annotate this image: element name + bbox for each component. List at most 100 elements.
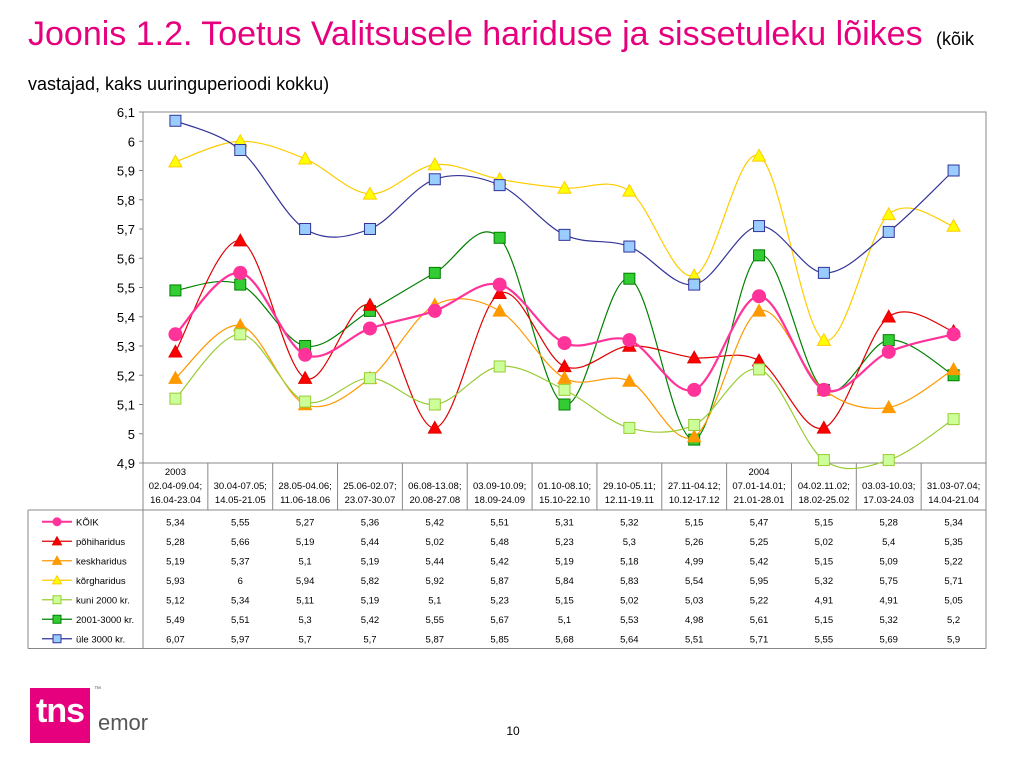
data-point xyxy=(881,344,896,359)
data-point xyxy=(557,336,572,351)
legend-label: põhiharidus xyxy=(76,537,125,548)
data-point xyxy=(297,151,313,165)
table-cell: 5,1 xyxy=(558,615,571,626)
data-point xyxy=(362,321,377,336)
x-tick-label: 11.06-18.06 xyxy=(280,495,330,506)
table-cell: 5,55 xyxy=(231,517,250,528)
data-point xyxy=(427,303,442,318)
data-point xyxy=(168,370,183,384)
table-cell: 5,23 xyxy=(490,595,509,606)
table-cell: 5,02 xyxy=(426,537,445,548)
table-cell: 5,22 xyxy=(944,556,963,567)
table-cell: 5,97 xyxy=(231,634,250,645)
table-cell: 5,71 xyxy=(944,576,963,587)
data-point xyxy=(362,186,378,200)
data-point xyxy=(427,157,443,171)
legend-marker xyxy=(51,555,63,565)
table-cell: 5,42 xyxy=(426,517,445,528)
data-point xyxy=(751,148,767,162)
table-cell: 5,44 xyxy=(426,556,445,567)
data-point xyxy=(751,303,767,317)
year-label: 2004 xyxy=(748,467,769,478)
data-point xyxy=(621,373,637,387)
series-6 xyxy=(169,114,960,291)
data-point xyxy=(882,225,895,238)
table-cell: 5,05 xyxy=(944,595,963,606)
legend-label: kõrgharidus xyxy=(76,576,126,587)
table-cell: 5,28 xyxy=(166,537,185,548)
y-tick-label: 5,6 xyxy=(117,251,135,266)
x-tick-label: 06.08-13.08; xyxy=(408,481,461,492)
y-tick-label: 5,4 xyxy=(117,310,135,325)
table-cell: 5,55 xyxy=(815,634,834,645)
table-cell: 5,28 xyxy=(879,517,898,528)
data-point xyxy=(623,272,636,285)
legend-label: keskharidus xyxy=(76,556,127,567)
table-cell: 5,75 xyxy=(879,576,898,587)
table-cell: 5,32 xyxy=(815,576,834,587)
table-cell: 5,82 xyxy=(361,576,380,587)
table-cell: 5,23 xyxy=(555,537,574,548)
data-point xyxy=(427,420,443,434)
data-point xyxy=(881,399,897,414)
table-cell: 5,31 xyxy=(555,517,574,528)
data-point xyxy=(362,297,378,311)
table-row: kuni 2000 kr. 5,12 5,34 5,11 5,19 5,1 5,23 5,15… xyxy=(42,595,963,606)
data-point xyxy=(169,392,182,405)
table-cell: 5,54 xyxy=(685,576,704,587)
table-cell: 5,92 xyxy=(426,576,445,587)
y-tick-label: 6 xyxy=(128,134,135,149)
series-line xyxy=(175,231,954,441)
table-cell: 5,47 xyxy=(750,517,769,528)
table-cell: 5,67 xyxy=(490,615,509,626)
table-cell: 5,19 xyxy=(296,537,315,548)
data-point xyxy=(299,395,312,408)
table-cell: 5,87 xyxy=(490,576,509,587)
x-tick-label: 14.05-21.05 xyxy=(215,495,266,506)
table-row: põhiharidus 5,28 5,66 5,19 5,44 5,02 5,48 5,23 5… xyxy=(42,535,963,548)
table-cell: 5,34 xyxy=(944,517,963,528)
data-point xyxy=(299,223,312,235)
table-cell: 5,35 xyxy=(944,537,963,548)
x-tick-label: 28.05-04.06; xyxy=(278,481,331,492)
x-tick-label: 03.09-10.09; xyxy=(473,481,526,492)
legend-marker xyxy=(51,574,63,585)
table-cell: 5,11 xyxy=(296,595,314,606)
y-axis: 6,1 6 5,9 5,8 5,7 5,6 5,5 5,4 5,3 5,2 5,1 5 4,9 xyxy=(117,105,143,471)
data-point xyxy=(169,114,182,127)
table-cell: 5,15 xyxy=(685,517,704,528)
data-point xyxy=(947,164,960,177)
data-point xyxy=(168,344,183,358)
table-cell: 5,95 xyxy=(750,576,769,587)
data-point xyxy=(817,266,830,279)
table-cell: 6,07 xyxy=(166,634,185,645)
x-tick-label: 18.02-25.02 xyxy=(799,495,850,506)
chart-title-main: Joonis 1.2. Toetus Valitsusele hariduse … xyxy=(28,15,923,53)
legend-label: KÕIK xyxy=(76,517,99,528)
data-point xyxy=(233,265,248,280)
table-cell: 5,49 xyxy=(166,615,185,626)
x-tick-label: 23.07-30.07 xyxy=(345,495,396,506)
x-tick-label: 07.01-14.01; xyxy=(732,481,785,492)
data-point xyxy=(623,240,636,253)
data-point xyxy=(557,370,572,384)
y-tick-label: 5,2 xyxy=(117,368,135,383)
table-cell: 4,98 xyxy=(685,615,704,626)
table-cell: 5,42 xyxy=(361,615,380,626)
data-point xyxy=(881,309,897,323)
table-cell: 5,19 xyxy=(166,556,185,567)
data-point xyxy=(947,413,960,426)
x-tick-label: 30.04-07.05; xyxy=(214,481,267,492)
table-cell: 5,9 xyxy=(947,634,960,645)
table-cell: 4,99 xyxy=(685,556,704,567)
table-cell: 5,4 xyxy=(882,537,895,548)
page-number: 10 xyxy=(506,724,520,738)
table-cell: 5,32 xyxy=(620,517,639,528)
table-cell: 5,18 xyxy=(620,556,639,567)
x-tick-label: 04.02.11.02; xyxy=(798,481,850,492)
x-tick-label: 10.12-17.12 xyxy=(669,495,720,506)
table-cell: 5,12 xyxy=(166,595,185,606)
y-tick-label: 5,9 xyxy=(117,164,135,179)
tns-emor-logo: tns ™ emor xyxy=(30,686,150,748)
